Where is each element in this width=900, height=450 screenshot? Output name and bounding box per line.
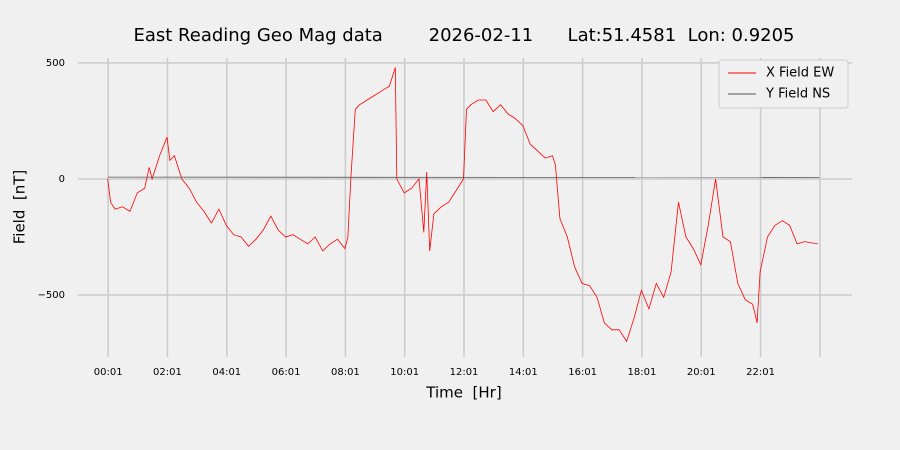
legend-label: X Field EW xyxy=(766,66,834,81)
x-tick-label: 16:01 xyxy=(568,367,597,378)
y-tick-label: −500 xyxy=(38,290,65,301)
x-tick-label: 00:01 xyxy=(94,367,123,378)
y-tick-label: 500 xyxy=(46,58,65,69)
x-tick-label: 08:01 xyxy=(331,367,360,378)
x-tick-label: 10:01 xyxy=(390,367,419,378)
x-tick-label: 12:01 xyxy=(450,367,479,378)
x-tick-label: 18:01 xyxy=(628,367,657,378)
x-tick-label: 06:01 xyxy=(272,367,301,378)
x-tick-label: 02:01 xyxy=(153,367,182,378)
y-axis-label: Field [nT] xyxy=(11,170,29,245)
x-tick-label: 14:01 xyxy=(509,367,538,378)
y-tick-label: 0 xyxy=(59,174,65,185)
legend-box xyxy=(718,59,849,109)
x-axis-label: Time [Hr] xyxy=(425,384,501,402)
chart-title: East Reading Geo Mag data 2026-02-11 Lat… xyxy=(133,25,794,46)
x-tick-label: 22:01 xyxy=(746,367,775,378)
data-line xyxy=(107,67,818,343)
data-line xyxy=(107,176,820,178)
x-tick-label: 20:01 xyxy=(687,367,716,378)
legend-label: Y Field NS xyxy=(765,87,830,102)
x-tick-label: 04:01 xyxy=(212,367,241,378)
